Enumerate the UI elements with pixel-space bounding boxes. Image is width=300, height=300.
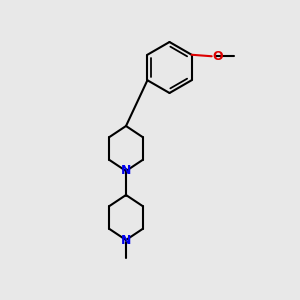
Text: O: O xyxy=(213,50,223,63)
Text: N: N xyxy=(121,164,131,178)
Text: N: N xyxy=(121,233,131,247)
